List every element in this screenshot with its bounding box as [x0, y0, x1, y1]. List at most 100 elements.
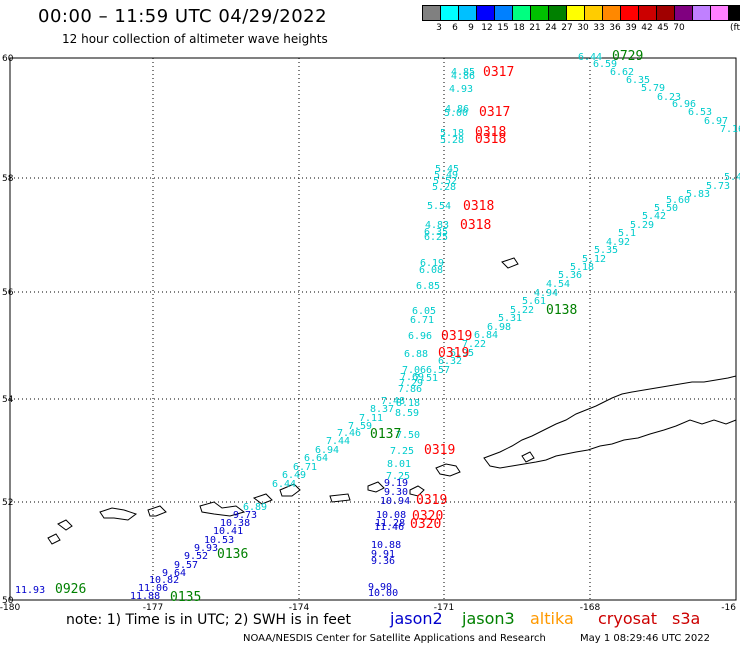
swh-value: 9.91	[371, 549, 395, 560]
lon-label: -171	[434, 603, 454, 613]
pass-time-label: 0320	[412, 509, 443, 524]
legend-color-bar	[422, 5, 740, 21]
swh-value: 6.96	[408, 331, 432, 342]
swh-value: 5.28	[440, 135, 464, 146]
swh-value: 7.86	[398, 384, 422, 395]
swh-value: 6.88	[404, 349, 428, 360]
lat-label: 58	[2, 174, 14, 184]
swh-value: 10.38	[220, 518, 250, 529]
pass-time-label: 0317	[479, 105, 510, 120]
lon-label: -16	[721, 603, 736, 613]
legend-tick-label: 39	[625, 23, 637, 33]
swh-value: 5.18	[570, 262, 594, 273]
generated-timestamp: May 1 08:29:46 UTC 2022	[580, 633, 710, 644]
pass-time-label: 0317	[483, 65, 514, 80]
legend-tick-label: 21	[529, 23, 541, 33]
swh-value: 7.44	[326, 436, 350, 447]
swh-value: 11.88	[130, 591, 160, 602]
swh-values: 6.446.596.626.355.796.236.966.536.977.16…	[15, 52, 740, 602]
swh-value: 8.59	[395, 408, 419, 419]
legend-tick-label: 27	[561, 23, 573, 33]
pass-time-label: 0137	[370, 427, 401, 442]
coastline-island-l	[501, 257, 519, 269]
swh-value: 6.59	[593, 59, 617, 70]
legend-tick-label: 33	[593, 23, 605, 33]
swh-value: 6.85	[416, 281, 440, 292]
swh-value: 11.93	[15, 585, 45, 596]
lon-label: -168	[580, 603, 601, 613]
swh-value: 4.94	[534, 288, 558, 299]
satellite-cryosat: cryosat	[598, 609, 658, 628]
swh-value: 6.08	[419, 265, 443, 276]
pass-times: 0729031703170318031803180318013803190319…	[55, 49, 643, 605]
swh-value: 11.06	[138, 583, 168, 594]
swh-value: 8.01	[387, 459, 411, 470]
legend-tick-label: 3	[436, 23, 442, 33]
swh-value: 7.59	[348, 421, 372, 432]
coastline-island-m	[521, 451, 535, 463]
coastline-island-c	[367, 481, 385, 493]
swh-value: 5.4	[724, 172, 740, 183]
swh-value: 4.83	[425, 220, 449, 231]
lat-label: 54	[2, 395, 14, 405]
swh-value: 6.57	[426, 365, 450, 376]
credit-line: NOAA/NESDIS Center for Satellite Applica…	[243, 633, 546, 644]
pass-time-label: 0926	[55, 582, 86, 597]
swh-value: 10.41	[213, 526, 243, 537]
pass-time-label: 0319	[424, 443, 455, 458]
swh-value: 5.42	[642, 211, 666, 222]
legend-labels: 3 6 9 12 15 18 21 24 27 30 33 36 39 42 45 70	[422, 21, 740, 33]
legend-tick-label: 15	[497, 23, 509, 33]
swh-value: 7.11	[359, 413, 383, 424]
swh-value: 5.28	[432, 182, 456, 193]
swh-value: 5.18	[440, 128, 464, 139]
swh-value: 10.82	[149, 575, 179, 586]
swh-value: 7.25	[390, 446, 414, 457]
coastline-alaska-peninsula	[483, 375, 737, 469]
swh-value: 6.64	[304, 453, 328, 464]
swh-value: 6.25	[424, 232, 448, 243]
pass-time-label: 0320	[410, 517, 441, 532]
pass-time-label: 0318	[475, 132, 506, 147]
swh-value: 5.73	[706, 181, 730, 192]
swh-value: 7.50	[396, 430, 420, 441]
lat-label: 50	[2, 596, 14, 606]
swh-value: 4.92	[606, 237, 630, 248]
coastline-island-a	[435, 463, 461, 477]
swh-value: 5.79	[641, 83, 665, 94]
swh-value: 6.71	[293, 462, 317, 473]
swh-value: 10.53	[204, 535, 234, 546]
pass-time-label: 0318	[463, 199, 494, 214]
lon-label: -177	[143, 603, 163, 613]
swh-value: 6.95	[450, 348, 474, 359]
swh-value: 5.31	[498, 313, 522, 324]
swh-value: 6.62	[610, 67, 634, 78]
pass-time-label: 0318	[460, 218, 491, 233]
swh-value: 6.71	[410, 315, 434, 326]
swh-value: 7.29	[399, 378, 423, 389]
swh-value: 9.64	[162, 568, 186, 579]
coastline-island-k	[47, 533, 61, 545]
map-frame	[9, 57, 737, 601]
legend-tick-label: 30	[577, 23, 589, 33]
swh-value: 8.37	[370, 404, 394, 415]
legend-tick-label: 45	[657, 23, 669, 33]
map-title: 00:00 – 11:59 UTC 04/29/2022	[38, 6, 328, 27]
legend-tick-label: 24	[545, 23, 557, 33]
satellite-s3a: s3a	[672, 609, 701, 628]
swh-value: 10.08	[376, 510, 406, 521]
swh-value: 4.85	[451, 67, 475, 78]
satellite-jason2: jason2	[390, 609, 443, 628]
swh-value: 5.52	[433, 176, 457, 187]
swh-value: 5.54	[427, 201, 451, 212]
swh-value: 10.88	[371, 540, 401, 551]
swh-value: 4.54	[546, 279, 570, 290]
swh-value: 5.1	[618, 228, 636, 239]
swh-value: 5.36	[558, 270, 582, 281]
swh-value: 6.44	[272, 479, 296, 490]
swh-value: 5.22	[510, 305, 534, 316]
pass-time-label: 0138	[546, 303, 577, 318]
swh-value: 6.97	[704, 116, 728, 127]
